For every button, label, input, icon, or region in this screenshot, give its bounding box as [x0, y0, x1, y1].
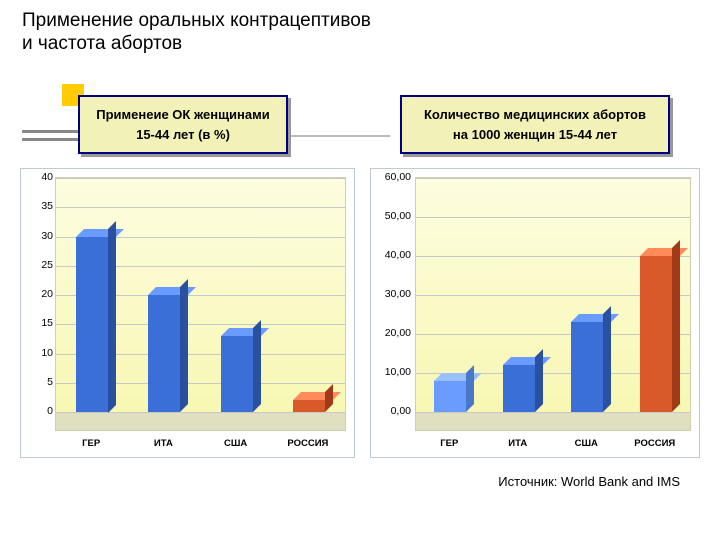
gridline: [416, 217, 690, 218]
x-axis-label: США: [224, 438, 247, 449]
title-line2: и частота абортов: [22, 33, 182, 54]
chart-bar: [293, 400, 325, 412]
right-subtitle-l1: Количество медицинских абортов: [408, 105, 662, 125]
chart-floor: [416, 412, 690, 430]
x-axis-label: ИТА: [154, 438, 173, 449]
source-text: Источник: World Bank and IMS: [498, 474, 680, 489]
right-subtitle-l2: на 1000 женщин 15-44 лет: [408, 125, 662, 145]
chart-left: 0510152025303540ГЕРИТАСШАРОССИЯ: [20, 168, 355, 458]
y-axis-label: 20,00: [371, 327, 411, 339]
y-axis-label: 0,00: [371, 405, 411, 417]
y-axis-label: 15: [13, 317, 53, 329]
gridline: [56, 412, 345, 413]
gridline: [56, 207, 345, 208]
chart-bar: [640, 256, 672, 412]
y-axis-label: 10,00: [371, 366, 411, 378]
y-axis-label: 0: [13, 405, 53, 417]
y-axis-label: 5: [13, 376, 53, 388]
y-axis-label: 60,00: [371, 171, 411, 183]
chart-bar: [503, 365, 535, 412]
gridline: [416, 178, 690, 179]
x-axis-label: ГЕР: [440, 438, 458, 449]
chart-floor: [56, 412, 345, 430]
y-axis-label: 25: [13, 259, 53, 271]
main-title: Применение оральных контрацептивов и час…: [22, 10, 371, 56]
plot-area-right: [415, 177, 691, 431]
x-axis-label: ГЕР: [82, 438, 100, 449]
right-subtitle-box: Количество медицинских абортов на 1000 ж…: [400, 95, 670, 154]
y-axis-label: 40: [13, 171, 53, 183]
chart-bar: [221, 336, 253, 412]
y-axis-label: 30: [13, 230, 53, 242]
connector-line: [270, 135, 390, 137]
y-axis-label: 10: [13, 347, 53, 359]
chart-bar: [148, 295, 180, 412]
x-axis-label: ИТА: [508, 438, 527, 449]
chart-bar: [571, 322, 603, 412]
x-axis-label: США: [575, 438, 598, 449]
y-axis-label: 35: [13, 200, 53, 212]
plot-area-left: [55, 177, 346, 431]
accent-line: [22, 130, 80, 133]
left-subtitle-l1: Применеие ОК женщинами: [86, 105, 280, 125]
chart-bar: [434, 381, 466, 412]
chart-right: 0,00 10,00 20,00 30,00 40,00 50,00 60,00 ГЕР ИТА…: [370, 168, 700, 458]
gridline: [416, 412, 690, 413]
left-subtitle-box: Применеие ОК женщинами 15-44 лет (в %): [78, 95, 288, 154]
y-axis-label: 30,00: [371, 288, 411, 300]
y-axis-label: 50,00: [371, 210, 411, 222]
x-axis-label: РОССИЯ: [634, 438, 675, 449]
y-axis-label: 40,00: [371, 249, 411, 261]
left-subtitle-l2: 15-44 лет (в %): [86, 125, 280, 145]
x-axis-label: РОССИЯ: [287, 438, 328, 449]
chart-bar: [76, 237, 108, 413]
gridline: [56, 178, 345, 179]
title-line1: Применение оральных контрацептивов: [22, 10, 371, 31]
y-axis-label: 20: [13, 288, 53, 300]
